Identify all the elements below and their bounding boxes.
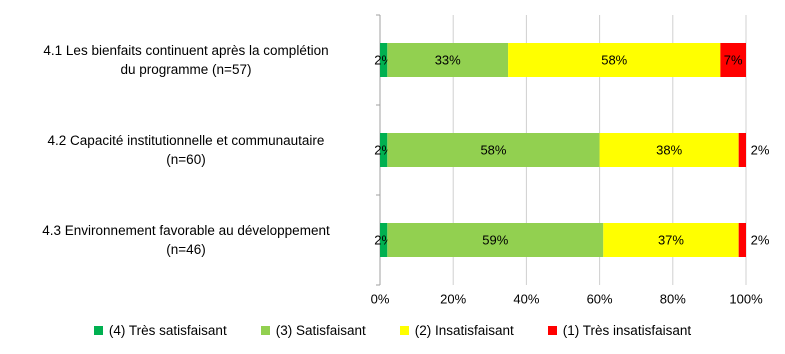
data-label: 58% bbox=[601, 52, 627, 67]
bar-segment bbox=[603, 223, 739, 257]
category-label: 4.1 Les bienfaits continuent après la co… bbox=[43, 43, 329, 77]
legend-swatch bbox=[399, 326, 409, 335]
x-tick-label: 60% bbox=[587, 291, 613, 306]
x-tick-label: 100% bbox=[729, 291, 763, 306]
legend-label: (3) Satisfaisant bbox=[275, 323, 366, 338]
data-label: 7% bbox=[724, 52, 743, 67]
data-label: 2% bbox=[751, 142, 770, 157]
legend-label: (2) Insatisfaisant bbox=[414, 323, 514, 338]
bar-segment bbox=[380, 43, 388, 77]
data-label: 38% bbox=[656, 142, 682, 157]
bar-segment bbox=[720, 43, 746, 77]
x-tick-label: 20% bbox=[440, 291, 466, 306]
x-tick-label: 0% bbox=[371, 291, 390, 306]
legend-item: (2) Insatisfaisant bbox=[399, 323, 514, 338]
data-label: 58% bbox=[480, 142, 506, 157]
legend-swatch bbox=[260, 326, 270, 335]
data-label: 33% bbox=[435, 52, 461, 67]
bar-segment bbox=[387, 223, 604, 257]
bar-segment bbox=[599, 133, 739, 167]
legend-label: (1) Très insatisfaisant bbox=[562, 323, 692, 338]
legend-item: (4) Très satisfaisant bbox=[93, 323, 227, 338]
legend-swatch bbox=[93, 326, 103, 335]
data-label: 2% bbox=[751, 232, 770, 247]
x-tick-label: 40% bbox=[513, 291, 539, 306]
legend-swatch bbox=[547, 326, 557, 335]
legend-item: (3) Satisfaisant bbox=[260, 323, 366, 338]
x-tick-label: 80% bbox=[660, 291, 686, 306]
legend: (4) Très satisfaisant (3) Satisfaisant (2)… bbox=[0, 323, 785, 338]
legend-item: (1) Très insatisfaisant bbox=[547, 323, 692, 338]
category-label: 4.3 Environnement favorable au développe… bbox=[42, 223, 330, 257]
bar-segment bbox=[380, 133, 388, 167]
data-label: 37% bbox=[658, 232, 684, 247]
bar-segment bbox=[387, 133, 600, 167]
bar-segment bbox=[738, 133, 746, 167]
bar-segment bbox=[738, 223, 746, 257]
bar-segment bbox=[380, 223, 388, 257]
bar-segment bbox=[508, 43, 721, 77]
bar-segment bbox=[387, 43, 509, 77]
data-label: 59% bbox=[482, 232, 508, 247]
category-label: 4.2 Capacité institutionnelle et communa… bbox=[47, 133, 325, 167]
legend-label: (4) Très satisfaisant bbox=[108, 323, 227, 338]
